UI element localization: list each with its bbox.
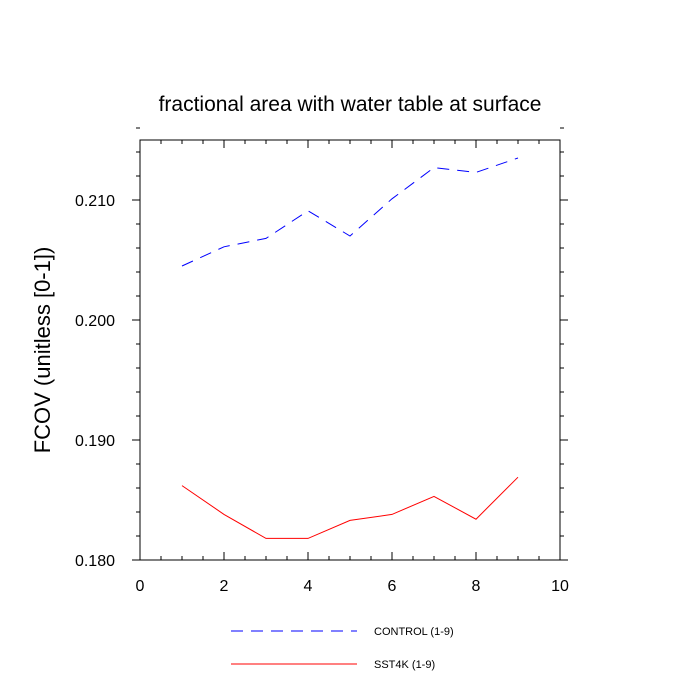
x-tick-label: 2 [220,578,229,595]
x-tick-label: 10 [551,578,569,595]
y-tick-label: 0.180 [75,553,115,570]
series-layer [181,157,519,539]
y-axis-label: FCOV (unitless [0-1]) [30,247,55,454]
series-line-control [181,157,519,267]
series-line-sst4k [181,476,519,539]
legend-label-control: CONTROL (1-9) [374,626,454,638]
y-tick-label: 0.200 [75,313,115,330]
legend: CONTROL (1-9) SST4K (1-9) [231,626,454,671]
plot-frame [139,139,561,561]
legend-label-sst4k: SST4K (1-9) [374,659,435,671]
x-tick-label: 6 [388,578,397,595]
y-tick-label: 0.210 [75,193,115,210]
axes: 0 2 4 6 8 10 0.180 0.190 0.200 0.210 [75,127,569,595]
x-tick-label: 0 [136,578,145,595]
x-tick-label: 8 [472,578,481,595]
y-tick-label: 0.190 [75,433,115,450]
x-tick-label: 4 [304,578,313,595]
chart-title: fractional area with water table at surf… [159,93,542,116]
